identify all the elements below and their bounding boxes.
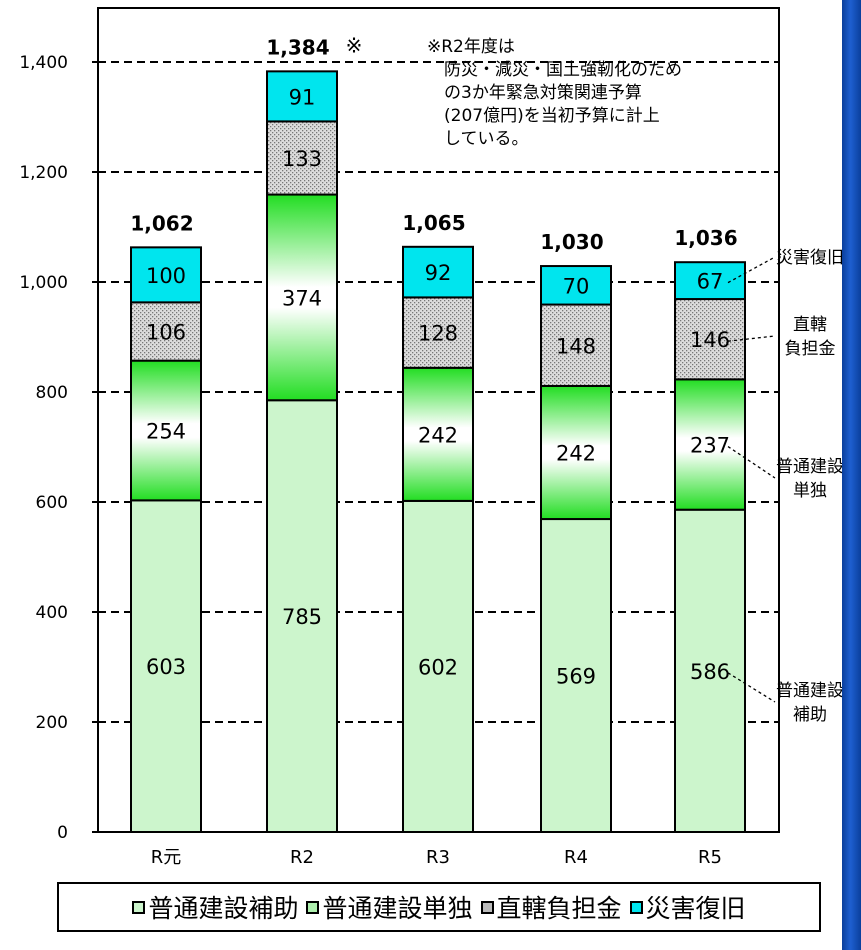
series-annotation-label: 災害復旧 <box>776 248 844 268</box>
series-annotation-label: 単独 <box>793 481 827 501</box>
series-annotation-label: 負担金 <box>785 339 836 359</box>
data-label: 237 <box>690 434 730 458</box>
chart-legend: 普通建設補助 普通建設単独 直轄負担金 災害復旧 <box>57 882 821 932</box>
x-tick-label: R3 <box>426 847 450 868</box>
axes: 0 200 400 600 800 1,000 1,200 1,400 R元 R2 R3 R4 R5 <box>19 7 780 868</box>
data-label: 254 <box>146 420 186 444</box>
bar-segment-subsidy <box>674 508 746 833</box>
total-label: 1,030 <box>540 230 603 254</box>
x-tick-label: R5 <box>698 847 722 868</box>
data-label: 242 <box>556 442 596 466</box>
page-side-bar <box>842 0 861 950</box>
data-label: 146 <box>690 328 730 352</box>
bar-segment-subsidy <box>130 499 202 833</box>
bar-segment-direct <box>266 120 338 196</box>
data-label: 374 <box>282 286 322 310</box>
x-tick-label: R元 <box>151 847 182 868</box>
total-label: 1,062 <box>130 211 193 235</box>
legend-swatch <box>132 900 146 914</box>
bar-segment-direct <box>130 301 202 362</box>
legend-label: 普通建設補助 <box>148 894 299 923</box>
y-tick-label: 1,000 <box>19 273 68 293</box>
data-label: 91 <box>289 85 316 109</box>
data-label: 148 <box>556 334 596 358</box>
legend-swatch <box>629 900 643 914</box>
note-line: の3か年緊急対策関連予算 <box>427 83 642 103</box>
data-label: 242 <box>418 423 458 447</box>
total-mark: ※ <box>346 33 363 57</box>
data-label: 70 <box>563 274 590 298</box>
note-line: ※R2年度は <box>427 37 515 57</box>
x-tick-label: R4 <box>564 847 588 868</box>
bar-segment-disaster <box>266 70 338 123</box>
note-line: 防災・減災・国土強靭化のため <box>427 60 682 80</box>
data-label: 100 <box>146 264 186 288</box>
y-tick-label: 600 <box>36 493 68 513</box>
y-tick-label: 400 <box>36 603 68 623</box>
legend-label: 普通建設単独 <box>322 894 473 923</box>
bar-segment-independent <box>674 378 746 511</box>
total-label: 1,384 <box>266 35 329 59</box>
bar-segment-independent <box>130 359 202 502</box>
total-label: 1,065 <box>402 211 465 235</box>
bar-segment-independent <box>266 193 338 402</box>
bar-segment-independent <box>540 384 612 521</box>
bar-segment-disaster <box>540 265 612 306</box>
note-line: している。 <box>427 129 529 149</box>
legend-item-independent: 普通建設単独 <box>306 889 473 925</box>
bar-segment-disaster <box>674 261 746 301</box>
data-label: 785 <box>282 605 322 629</box>
bar-segment-disaster <box>130 246 202 304</box>
r2-note: ※R2年度は 防災・減災・国土強靭化のため の3か年緊急対策関連予算 (207億… <box>427 36 682 151</box>
y-tick-label: 800 <box>36 383 68 403</box>
bars <box>130 70 746 833</box>
annotation-leader <box>727 335 776 342</box>
x-tick-label: R2 <box>290 847 314 868</box>
series-annotation-label: 直轄 <box>793 315 827 335</box>
data-label: 586 <box>690 660 730 684</box>
legend-item-direct: 直轄負担金 <box>480 889 622 925</box>
data-label: 92 <box>425 261 452 285</box>
y-tick-label: 1,200 <box>19 163 68 183</box>
data-label: 128 <box>418 322 458 346</box>
data-label: 133 <box>282 147 322 171</box>
data-label: 602 <box>418 655 458 679</box>
data-label: 67 <box>697 270 724 294</box>
bar-segment-disaster <box>402 245 474 299</box>
plot-frame <box>97 7 780 833</box>
legend-label: 直轄負担金 <box>496 894 622 923</box>
bar-segment-subsidy <box>540 518 612 833</box>
y-tick-label: 1,400 <box>19 53 68 73</box>
y-tick-label: 0 <box>57 823 68 843</box>
data-labels: 603 254 106 100 1,062 785 374 133 91 1,384 ※ 602 242… <box>130 33 737 688</box>
series-annotation-label: 普通建設 <box>776 681 844 701</box>
series-annotation-label: 補助 <box>793 705 827 725</box>
legend-label: 災害復旧 <box>645 894 746 923</box>
bar-segment-subsidy <box>266 399 338 833</box>
legend-swatch <box>306 900 320 914</box>
annotation-leader <box>727 256 776 284</box>
stacked-bar-chart: 603 254 106 100 1,062 785 374 133 91 1,384 ※ 602 242… <box>19 7 844 868</box>
data-label: 569 <box>556 665 596 689</box>
legend-swatch <box>480 900 494 914</box>
legend-item-disaster: 災害復旧 <box>629 889 746 925</box>
total-label: 1,036 <box>674 226 737 250</box>
data-label: 603 <box>146 655 186 679</box>
y-tick-label: 200 <box>36 713 68 733</box>
legend-item-subsidy: 普通建設補助 <box>132 889 298 925</box>
series-annotation-label: 普通建設 <box>776 457 844 477</box>
note-line: (207億円)を当初予算に計上 <box>427 106 660 126</box>
bar-segment-direct <box>540 303 612 387</box>
data-label: 106 <box>146 321 186 345</box>
